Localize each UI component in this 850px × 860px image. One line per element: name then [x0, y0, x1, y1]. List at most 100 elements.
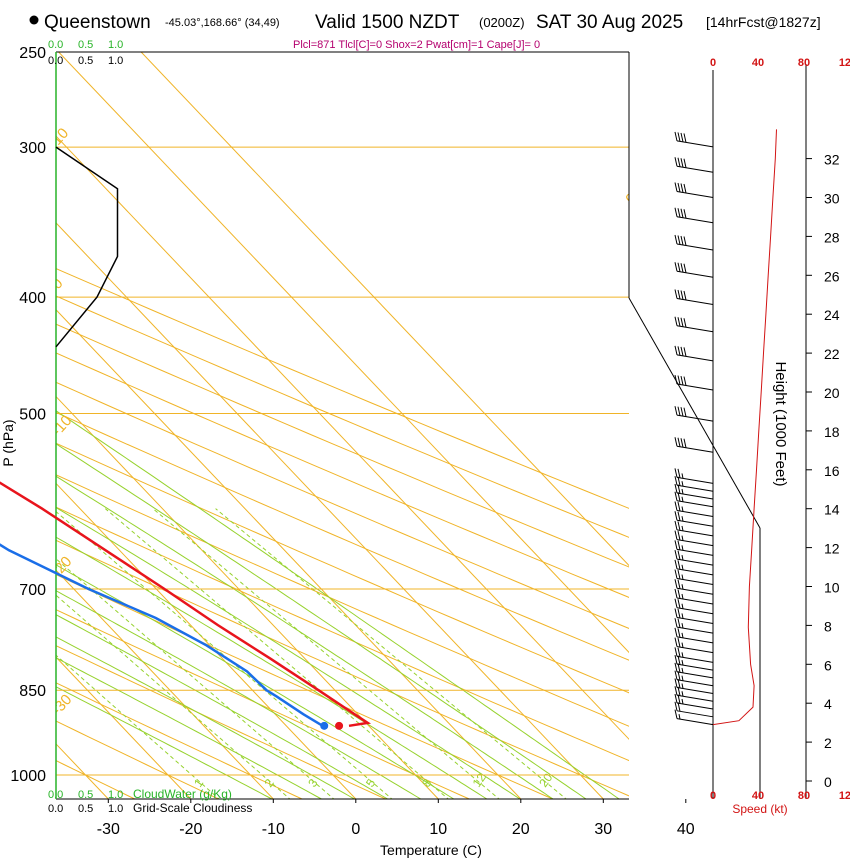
wind-barb-feather — [674, 262, 678, 272]
wind-barb-feather — [677, 182, 681, 193]
dry-adiabat-line — [56, 474, 629, 727]
wind-barb-feather — [674, 701, 678, 711]
cloudiness-scale-top: 0.0 — [48, 55, 63, 67]
wind-barb-feather — [680, 132, 684, 143]
height-tick-label: 16 — [824, 463, 840, 479]
wind-barb — [674, 579, 714, 595]
wind-barb-staff — [676, 414, 714, 422]
wind-barb — [674, 569, 714, 586]
wind-barb-feather — [677, 694, 681, 704]
wind-barb-staff — [676, 597, 714, 605]
wind-barb-half-feather — [681, 488, 684, 495]
pressure-tick-label: 400 — [19, 290, 46, 307]
valid-date: SAT 30 Aug 2025 — [536, 12, 683, 33]
wind-barb — [674, 501, 714, 517]
wind-barb-staff — [676, 646, 714, 654]
wind-barb-feather — [677, 235, 681, 245]
wind-barb-feather — [677, 655, 681, 665]
wind-barb-feather — [680, 438, 684, 448]
height-tick-label: 26 — [824, 268, 840, 284]
moist-adiabat-line — [56, 443, 587, 799]
wind-barb-half-feather — [681, 584, 684, 590]
wind-barb-feather — [683, 183, 687, 194]
speed-tick-top: 0 — [710, 57, 716, 69]
wind-barb-staff — [676, 519, 714, 527]
wind-barb-feather — [674, 588, 678, 599]
wind-barb-feather — [677, 638, 681, 648]
wind-barb-staff — [676, 445, 714, 453]
wind-barb-half-feather — [681, 613, 684, 619]
wind-barb-staff — [676, 191, 714, 198]
dewpoint-surface-dot — [320, 721, 329, 730]
wind-barb-feather — [677, 262, 681, 272]
pressure-lines — [55, 51, 630, 800]
wind-barb-feather — [677, 501, 681, 512]
height-tick-label: 6 — [824, 657, 832, 673]
pressure-tick-label: 1000 — [10, 768, 46, 785]
wind-barb-feather — [674, 491, 678, 501]
wind-barb-feather — [674, 131, 678, 142]
isotherm-line — [56, 395, 439, 799]
height-tick-label: 2 — [824, 735, 832, 751]
wind-barb-staff — [676, 297, 714, 305]
wind-barb-feather — [674, 511, 678, 521]
wind-barb-feather — [674, 157, 678, 167]
mixing-ratio-line — [104, 508, 450, 799]
dry-adiabat-line — [56, 352, 629, 598]
dry-adiabat-line — [56, 381, 629, 630]
height-tick-label: 4 — [824, 696, 832, 712]
wind-barb-staff — [676, 710, 714, 718]
wind-barb — [674, 406, 714, 422]
wind-barb-staff — [676, 165, 714, 173]
x-tick-label: 20 — [512, 821, 530, 838]
wind-barb-feather — [680, 158, 684, 168]
height-tick-label: 12 — [824, 541, 840, 557]
wind-barb — [674, 262, 714, 278]
dry-adiabat-line — [56, 323, 629, 568]
wind-barb-feather — [683, 158, 687, 168]
wind-barb-half-feather — [681, 555, 684, 561]
wind-barb — [674, 520, 714, 537]
wind-barb-half-feather — [678, 713, 681, 720]
wind-barb-half-feather — [681, 473, 684, 479]
wind-barb-feather — [674, 520, 678, 531]
height-tick-label: 24 — [824, 307, 840, 323]
wind-barb — [674, 627, 714, 644]
wind-barb-staff — [676, 718, 714, 726]
speed-tick-bottom: 120 — [839, 790, 850, 802]
height-tick-label: 8 — [824, 618, 832, 634]
wind-barb-feather — [683, 236, 687, 246]
speed-tick-bottom: 0 — [710, 790, 716, 802]
wind-barb-staff — [676, 325, 714, 333]
isotherm-label: 20 — [694, 379, 718, 403]
temperature-line — [0, 481, 372, 728]
x-tick-label: 0 — [351, 821, 360, 838]
station-coords: -45.03°,168.66° (34,49) — [165, 17, 280, 29]
wind-barb — [674, 686, 714, 702]
wind-barb-feather — [674, 501, 678, 511]
wind-barb-staff — [676, 568, 714, 576]
wind-barb-feather — [674, 549, 678, 560]
wind-barb-feather — [677, 468, 681, 479]
wind-barb — [674, 476, 714, 492]
wind-barb-staff — [676, 616, 714, 624]
cloudiness-label: Grid-Scale Cloudiness — [133, 801, 252, 815]
wind-barb-feather — [674, 662, 678, 673]
wind-barb-half-feather — [681, 667, 684, 674]
wind-barb-feather — [674, 637, 678, 647]
wind-barb — [674, 182, 714, 198]
wind-barb-feather — [677, 437, 681, 447]
wind-barb — [674, 608, 714, 624]
wind-barb-feather — [674, 647, 678, 657]
wind-barb-feather — [677, 540, 681, 550]
wind-barb-feather — [683, 133, 687, 143]
wind-barb-feather — [677, 476, 681, 486]
wind-barb — [674, 647, 714, 663]
wind-barb — [674, 468, 714, 484]
station-name: Queenstown — [44, 12, 151, 33]
wind-barb — [674, 588, 714, 605]
wind-barb-staff — [676, 354, 714, 362]
cloudwater-scale-top: 0.0 — [48, 39, 63, 51]
moist-adiabat-line — [56, 657, 323, 799]
